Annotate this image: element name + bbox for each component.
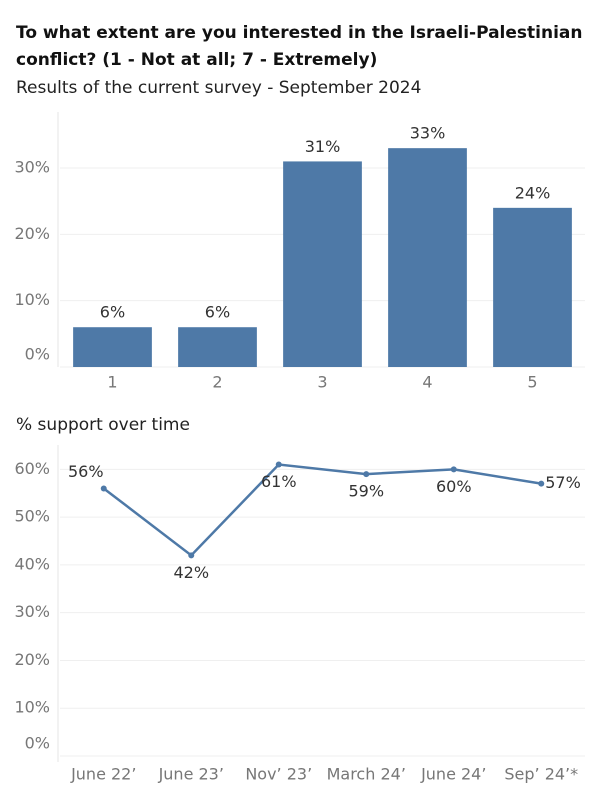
- data-label: 31%: [305, 137, 341, 156]
- point: [363, 471, 370, 478]
- point: [450, 466, 457, 473]
- point: [100, 485, 107, 492]
- point: [188, 552, 195, 559]
- chart-title-line1: To what extent are you interested in the…: [16, 23, 582, 43]
- x-tick-label: 3: [317, 373, 327, 392]
- y-tick-label: 20%: [14, 224, 50, 243]
- x-tick-label: Nov’ 23’: [245, 765, 312, 784]
- y-tick-label: 30%: [14, 602, 50, 621]
- data-label: 42%: [173, 563, 209, 582]
- y-tick-label: 0%: [25, 734, 50, 753]
- x-tick-label: June 22’: [70, 765, 136, 784]
- line: [102, 463, 542, 558]
- y-tick-label: 60%: [14, 459, 50, 478]
- data-label: 6%: [100, 303, 125, 322]
- bar: [178, 327, 257, 367]
- y-tick-label: 40%: [14, 554, 50, 573]
- x-tick-label: 1: [107, 373, 117, 392]
- data-label: 56%: [68, 462, 104, 481]
- point: [275, 461, 282, 468]
- bar: [283, 161, 362, 367]
- data-label: 24%: [515, 183, 551, 202]
- y-tick-label: 50%: [14, 507, 50, 526]
- point: [538, 480, 545, 487]
- data-label: 57%: [545, 473, 581, 492]
- x-tick-label: June 23’: [158, 765, 224, 784]
- x-tick-label: 4: [422, 373, 432, 392]
- data-label: 6%: [205, 303, 230, 322]
- y-tick-label: 30%: [14, 158, 50, 177]
- x-tick-label: 2: [212, 373, 222, 392]
- data-label: 59%: [348, 482, 384, 501]
- y-tick-label: 10%: [14, 698, 50, 717]
- x-tick-label: 5: [527, 373, 537, 392]
- chart-title: % support over time: [16, 415, 190, 435]
- data-label: 60%: [436, 477, 472, 496]
- chart-title-line2: conflict? (1 - Not at all; 7 - Extremely…: [16, 50, 377, 70]
- bar: [388, 148, 467, 367]
- data-label: 33%: [410, 124, 446, 143]
- data-label: 61%: [261, 472, 297, 491]
- bar: [493, 207, 572, 367]
- bar: [73, 327, 152, 367]
- x-tick-label: March 24’: [327, 765, 406, 784]
- y-tick-label: 0%: [25, 345, 50, 364]
- x-tick-label: Sep’ 24’*: [504, 765, 578, 784]
- y-tick-label: 10%: [14, 290, 50, 309]
- y-tick-label: 20%: [14, 650, 50, 669]
- x-tick-label: June 24’: [420, 765, 486, 784]
- chart-subtitle: Results of the current survey - Septembe…: [16, 78, 421, 98]
